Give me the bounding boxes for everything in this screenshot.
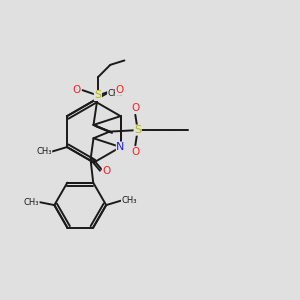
Text: S: S	[134, 125, 141, 135]
Text: CH₃: CH₃	[36, 147, 52, 156]
Text: O: O	[131, 103, 140, 113]
Text: CH₃: CH₃	[24, 198, 39, 207]
Text: O: O	[102, 166, 111, 176]
Text: CH₃: CH₃	[122, 196, 137, 205]
Text: O: O	[72, 85, 80, 95]
Text: N: N	[116, 142, 125, 152]
Text: CH₃: CH₃	[107, 89, 123, 98]
Text: S: S	[94, 91, 101, 100]
Text: O: O	[116, 85, 124, 95]
Text: O: O	[131, 147, 140, 157]
